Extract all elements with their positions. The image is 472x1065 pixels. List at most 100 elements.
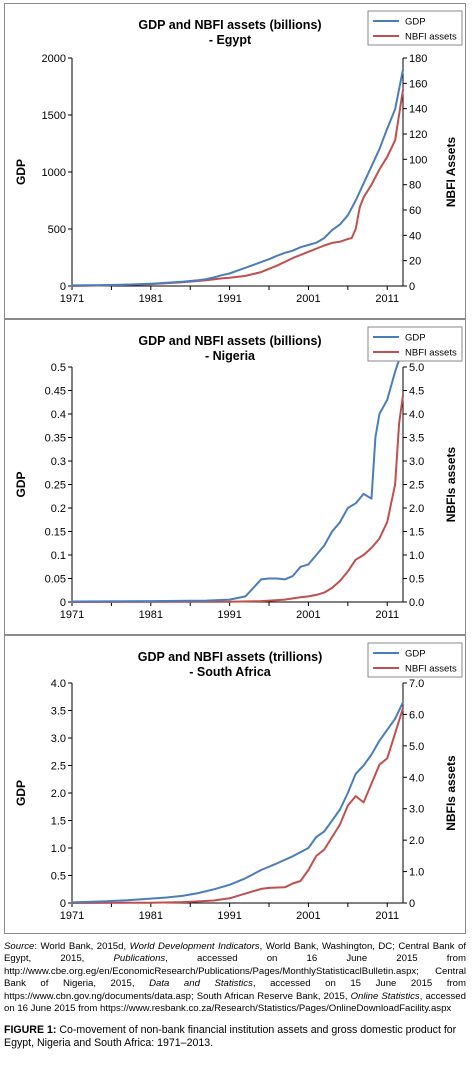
legend-label-nbfi: NBFI assets bbox=[405, 664, 457, 675]
y2-tick-label: 1.0 bbox=[409, 867, 424, 879]
y-tick-label: 1000 bbox=[42, 167, 66, 179]
y-tick-label: 1.0 bbox=[51, 843, 66, 855]
y-tick-label: 0.45 bbox=[45, 386, 66, 398]
legend-label-nbfi: NBFI assets bbox=[405, 348, 457, 359]
y2-tick-label: 0.5 bbox=[409, 574, 424, 586]
legend-box bbox=[367, 642, 463, 678]
y2-tick-label: 40 bbox=[409, 230, 421, 242]
legend-box bbox=[367, 326, 463, 362]
source-text-3: , accessed on 16 June 2015 from http://w… bbox=[4, 953, 466, 990]
x-tick-label: 1991 bbox=[217, 910, 241, 922]
x-tick-label: 2001 bbox=[296, 609, 320, 621]
y-tick-label: 500 bbox=[48, 224, 66, 236]
y2-tick-label: 6.0 bbox=[409, 709, 424, 721]
y-tick-label: 0.5 bbox=[51, 871, 66, 883]
legend-box bbox=[367, 10, 463, 46]
y2-tick-label: 3.0 bbox=[409, 456, 424, 468]
y2-tick-label: 4.0 bbox=[409, 772, 424, 784]
y2-tick-label: 4.5 bbox=[409, 386, 424, 398]
nbfi-assets-series-line bbox=[71, 394, 404, 603]
source-note: Source: World Bank, 2015d, World Develop… bbox=[4, 941, 466, 1015]
y2-tick-label: 0 bbox=[409, 281, 415, 293]
y-tick-label: 0.3 bbox=[51, 456, 66, 468]
source-publication-4: Online Statistics bbox=[350, 990, 420, 1002]
figure-label: FIGURE 1: bbox=[4, 1024, 57, 1036]
y2-axis-title: NBFIs assets bbox=[444, 755, 458, 831]
chart-title: GDP and NBFI assets (billions) bbox=[138, 18, 321, 32]
y-tick-label: 3.0 bbox=[51, 733, 66, 745]
chart-panel-egypt: GDP and NBFI assets (billions) - Egypt 0 50… bbox=[4, 3, 466, 319]
chart-subtitle: - Nigeria bbox=[205, 349, 256, 363]
y2-tick-label: 2.0 bbox=[409, 503, 424, 515]
gdp-series-line bbox=[71, 68, 404, 287]
y-tick-label: 2000 bbox=[42, 53, 66, 65]
y2-tick-label: 60 bbox=[409, 205, 421, 217]
x-tick-label: 1971 bbox=[60, 293, 84, 305]
source-publication-3: Data and Statistics bbox=[149, 978, 253, 990]
source-text-5: , accessed on 16 June 2015 from https://… bbox=[4, 990, 466, 1015]
y2-tick-label: 140 bbox=[409, 104, 427, 116]
x-tick-label: 2001 bbox=[296, 910, 320, 922]
y2-tick-label: 120 bbox=[409, 129, 427, 141]
y-tick-label: 0.35 bbox=[45, 433, 66, 445]
figure-caption: FIGURE 1: Co-movement of non-bank financ… bbox=[4, 1024, 466, 1050]
y2-tick-label: 2.0 bbox=[409, 835, 424, 847]
y-axis-title: GDP bbox=[14, 471, 28, 497]
x-tick-label: 1981 bbox=[139, 293, 163, 305]
nbfi-assets-series-line bbox=[71, 88, 404, 287]
source-text-1: : World Bank, 2015d, bbox=[34, 941, 130, 952]
source-publication-2: Publications bbox=[113, 953, 166, 965]
y2-tick-label: 0 bbox=[409, 898, 415, 910]
source-publication-1: World Development Indicators bbox=[129, 941, 260, 952]
y-tick-label: 2.5 bbox=[51, 761, 66, 773]
y2-tick-label: 7.0 bbox=[409, 678, 424, 690]
y2-axis-title: NBFIs assets bbox=[444, 446, 458, 522]
y-tick-label: 0.15 bbox=[45, 527, 66, 539]
y2-axis-title: NBFI Assets bbox=[444, 137, 458, 208]
y-tick-label: 0 bbox=[60, 898, 66, 910]
x-tick-label: 1981 bbox=[139, 910, 163, 922]
y2-tick-label: 5.0 bbox=[409, 362, 424, 374]
y2-tick-label: 180 bbox=[409, 53, 427, 65]
chart-panel-south-africa: GDP and NBFI assets (trillions) - South A… bbox=[4, 635, 466, 934]
gdp-series-line bbox=[71, 347, 404, 603]
y2-tick-label: 160 bbox=[409, 78, 427, 90]
y-tick-label: 1.5 bbox=[51, 816, 66, 828]
source-text-2: , World Bank, Washington, DC; Central Ba… bbox=[4, 941, 466, 965]
y-tick-label: 0.2 bbox=[51, 503, 66, 515]
y2-tick-label: 5.0 bbox=[409, 741, 424, 753]
x-tick-label: 1971 bbox=[60, 609, 84, 621]
x-tick-label: 2001 bbox=[296, 293, 320, 305]
y2-tick-label: 20 bbox=[409, 256, 421, 268]
chart-subtitle: - South Africa bbox=[189, 665, 272, 679]
y-axis-title: GDP bbox=[14, 159, 28, 185]
gdp-series-line bbox=[71, 701, 404, 904]
y2-tick-label: 2.5 bbox=[409, 480, 424, 492]
chart-egypt: GDP and NBFI assets (billions)- Egypt 0 50… bbox=[14, 10, 463, 305]
x-tick-label: 2011 bbox=[375, 910, 399, 922]
nbfi-assets-series-line bbox=[71, 707, 404, 904]
y-tick-label: 0 bbox=[60, 281, 66, 293]
y-tick-label: 0.5 bbox=[51, 362, 66, 374]
legend-label-gdp: GDP bbox=[405, 649, 426, 660]
x-tick-label: 1991 bbox=[217, 293, 241, 305]
y2-tick-label: 3.5 bbox=[409, 433, 424, 445]
legend-label-nbfi: NBFI assets bbox=[405, 32, 457, 43]
x-tick-label: 1971 bbox=[60, 910, 84, 922]
y-tick-label: 0.4 bbox=[51, 409, 66, 421]
y-axis-title: GDP bbox=[14, 780, 28, 806]
source-text-4: , accessed on 15 June 2015 from https://… bbox=[4, 978, 466, 1002]
y-tick-label: 0.25 bbox=[45, 480, 66, 492]
y-tick-label: 0 bbox=[60, 597, 66, 609]
y-tick-label: 2.0 bbox=[51, 788, 66, 800]
y-tick-label: 1500 bbox=[42, 110, 66, 122]
chart-panel-nigeria: GDP and NBFI assets (billions) - Nigeria 0… bbox=[4, 319, 466, 635]
source-label: Source bbox=[4, 941, 35, 952]
chart-nigeria: GDP and NBFI assets (billions)- Nigeria 0… bbox=[14, 326, 463, 621]
chart-title: GDP and NBFI assets (billions) bbox=[138, 334, 321, 348]
y-tick-label: 0.05 bbox=[45, 574, 66, 586]
chart-south-africa: GDP and NBFI assets (trillions)- South A… bbox=[14, 642, 463, 922]
x-tick-label: 2011 bbox=[375, 293, 399, 305]
legend-label-gdp: GDP bbox=[405, 333, 426, 344]
y-tick-label: 0.1 bbox=[51, 550, 66, 562]
